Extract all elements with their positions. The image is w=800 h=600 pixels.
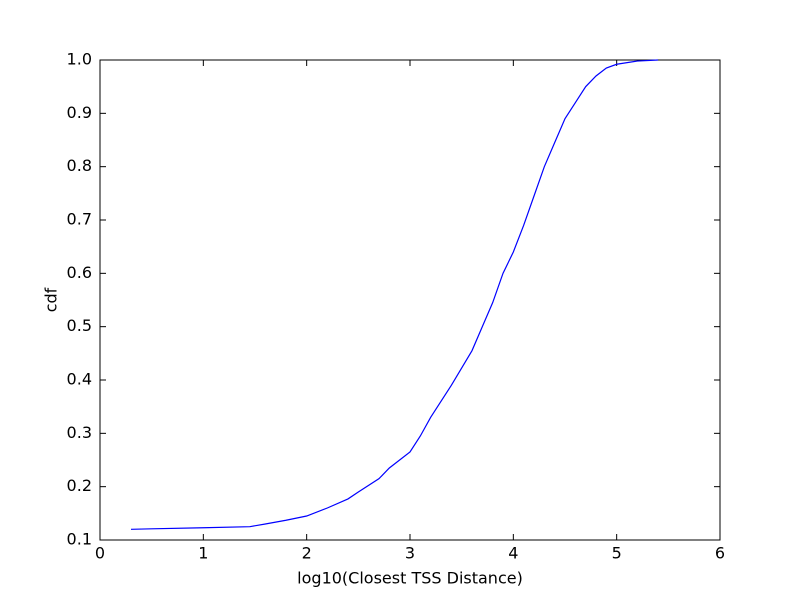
x-tick-label: 3 (405, 544, 415, 563)
x-tick-label: 2 (302, 544, 312, 563)
x-axis-label: log10(Closest TSS Distance) (297, 569, 523, 588)
y-tick-label: 0.2 (67, 476, 92, 495)
x-tick-label: 0 (95, 544, 105, 563)
y-axis-label: cdf (42, 287, 61, 312)
y-tick-label: 0.8 (67, 156, 92, 175)
x-tick-label: 5 (612, 544, 622, 563)
y-tick-label: 0.6 (67, 263, 92, 282)
y-tick-label: 0.7 (67, 210, 92, 229)
y-tick-label: 1.0 (67, 50, 92, 69)
y-tick-label: 0.1 (67, 530, 92, 549)
y-tick-label: 0.4 (67, 370, 92, 389)
x-tick-label: 4 (508, 544, 518, 563)
x-tick-label: 1 (198, 544, 208, 563)
data-line (130, 59, 659, 530)
y-tick-label: 0.3 (67, 423, 92, 442)
x-tick-label: 6 (715, 544, 725, 563)
y-tick-label: 0.9 (67, 103, 92, 122)
plot-frame (99, 59, 721, 541)
y-tick-label: 0.5 (67, 316, 92, 335)
